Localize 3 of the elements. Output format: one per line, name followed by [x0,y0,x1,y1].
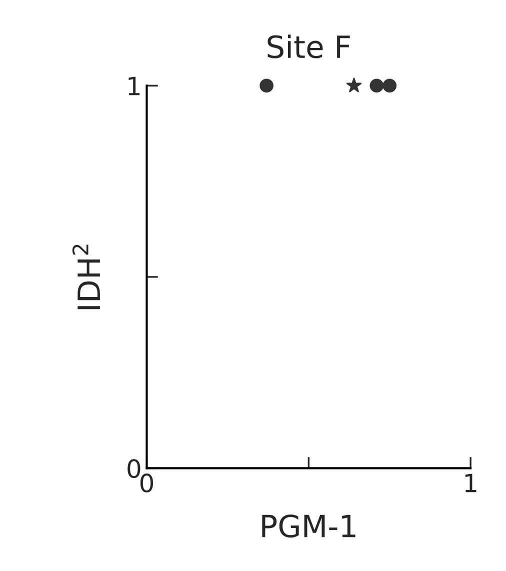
x-axis-title: PGM-1 [262,514,356,538]
chart-title: Site F [268,34,350,58]
y-axis-title: IDH$^{2}$ [72,244,100,310]
